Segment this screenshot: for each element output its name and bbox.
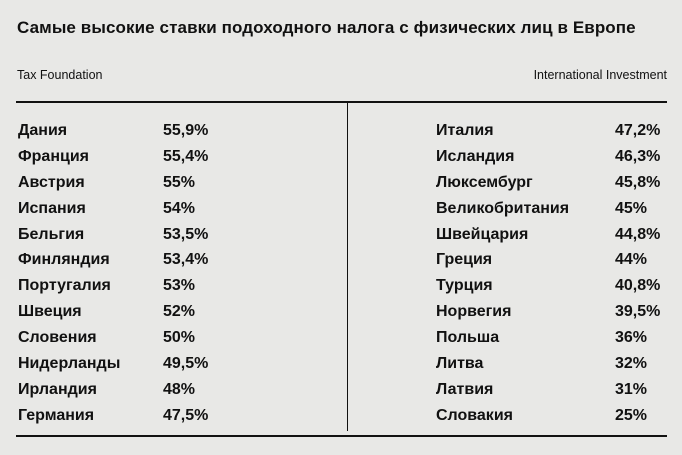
tax-rate: 40,8% bbox=[615, 277, 661, 295]
tax-rate: 47,5% bbox=[163, 406, 209, 424]
list-item: Турция 40,8% bbox=[436, 273, 660, 299]
list-item: Дания 55,9% bbox=[18, 118, 208, 144]
country-name: Швейцария bbox=[436, 225, 529, 243]
list-item: Финляндия 53,4% bbox=[18, 247, 208, 273]
list-item: Великобритания 45% bbox=[436, 196, 660, 222]
country-name: Ирландия bbox=[18, 380, 97, 398]
list-item: Швейцария 44,8% bbox=[436, 222, 660, 248]
list-item: Бельгия 53,5% bbox=[18, 222, 208, 248]
tax-rate: 55,9% bbox=[163, 121, 209, 139]
right-rate-list: Италия 47,2% Исландия 46,3% Люксембург 45,8… bbox=[436, 118, 660, 429]
country-name: Польша bbox=[436, 329, 500, 347]
list-item: Норвегия 39,5% bbox=[436, 299, 660, 325]
tax-rate: 45,8% bbox=[615, 173, 661, 191]
tax-rate: 49,5% bbox=[163, 354, 209, 372]
list-item: Литва 32% bbox=[436, 351, 660, 377]
tax-rate: 46,3% bbox=[615, 147, 661, 165]
tax-rate: 45% bbox=[615, 199, 648, 217]
tax-rate: 50% bbox=[163, 329, 196, 347]
country-name: Бельгия bbox=[18, 225, 85, 243]
list-item: Испания 54% bbox=[18, 196, 208, 222]
bottom-rule bbox=[16, 435, 667, 437]
list-item: Словакия 25% bbox=[436, 403, 660, 429]
list-item: Германия 47,5% bbox=[18, 403, 208, 429]
tax-rate: 32% bbox=[615, 354, 648, 372]
list-item: Ирландия 48% bbox=[18, 377, 208, 403]
country-name: Франция bbox=[18, 147, 89, 165]
tax-rate: 48% bbox=[163, 380, 196, 398]
list-item: Латвия 31% bbox=[436, 377, 660, 403]
source-label-right: International Investment bbox=[533, 68, 667, 82]
country-name: Швеция bbox=[18, 303, 82, 321]
country-name: Испания bbox=[18, 199, 86, 217]
country-name: Литва bbox=[436, 354, 484, 372]
country-name: Италия bbox=[436, 121, 494, 139]
list-item: Греция 44% bbox=[436, 247, 660, 273]
list-item: Италия 47,2% bbox=[436, 118, 660, 144]
tax-rate: 53% bbox=[163, 277, 196, 295]
country-name: Исландия bbox=[436, 147, 515, 165]
tax-rate: 55,4% bbox=[163, 147, 209, 165]
country-name: Австрия bbox=[18, 173, 85, 191]
country-name: Германия bbox=[18, 406, 95, 424]
country-name: Дания bbox=[18, 121, 68, 139]
country-name: Словения bbox=[18, 329, 97, 347]
source-label-left: Tax Foundation bbox=[17, 68, 103, 82]
tax-rate: 44% bbox=[615, 251, 648, 269]
list-item: Польша 36% bbox=[436, 325, 660, 351]
tax-rate: 25% bbox=[615, 406, 648, 424]
country-name: Греция bbox=[436, 251, 493, 269]
list-item: Португалия 53% bbox=[18, 273, 208, 299]
tax-rate: 53,4% bbox=[163, 251, 209, 269]
list-item: Люксембург 45,8% bbox=[436, 170, 660, 196]
country-name: Люксембург bbox=[436, 173, 533, 191]
tax-rate: 55% bbox=[163, 173, 196, 191]
country-name: Латвия bbox=[436, 380, 494, 398]
tax-rate: 54% bbox=[163, 199, 196, 217]
tax-rate: 31% bbox=[615, 380, 648, 398]
list-item: Словения 50% bbox=[18, 325, 208, 351]
list-item: Нидерланды 49,5% bbox=[18, 351, 208, 377]
tax-rate: 44,8% bbox=[615, 225, 661, 243]
list-item: Франция 55,4% bbox=[18, 144, 208, 170]
tax-rate: 39,5% bbox=[615, 303, 661, 321]
country-name: Норвегия bbox=[436, 303, 512, 321]
tax-rate: 47,2% bbox=[615, 121, 661, 139]
page-title: Самые высокие ставки подоходного налога … bbox=[17, 18, 636, 37]
tax-rate: 52% bbox=[163, 303, 196, 321]
country-name: Великобритания bbox=[436, 199, 570, 217]
left-rate-list: Дания 55,9% Франция 55,4% Австрия 55% Испан… bbox=[18, 118, 208, 429]
tax-rate: 36% bbox=[615, 329, 648, 347]
tax-rate: 53,5% bbox=[163, 225, 209, 243]
list-item: Исландия 46,3% bbox=[436, 144, 660, 170]
top-rule bbox=[16, 101, 667, 103]
list-item: Швеция 52% bbox=[18, 299, 208, 325]
column-divider bbox=[347, 103, 348, 431]
country-name: Португалия bbox=[18, 277, 111, 295]
country-name: Финляндия bbox=[18, 251, 110, 269]
list-item: Австрия 55% bbox=[18, 170, 208, 196]
country-name: Нидерланды bbox=[18, 354, 121, 372]
country-name: Турция bbox=[436, 277, 493, 295]
country-name: Словакия bbox=[436, 406, 513, 424]
